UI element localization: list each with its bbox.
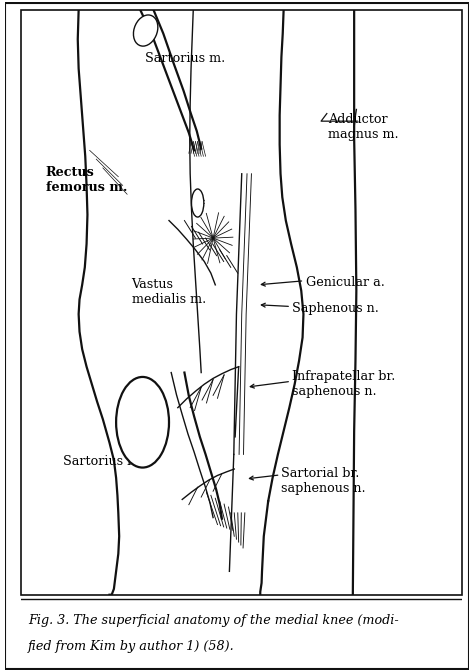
Text: Infrapatellar br.
saphenous n.: Infrapatellar br. saphenous n. [292,370,396,398]
Ellipse shape [116,377,169,468]
Text: Saphenous n.: Saphenous n. [292,302,379,314]
Text: Vastus
medialis m.: Vastus medialis m. [132,278,206,306]
Text: fied from Kim by author 1) (58).: fied from Kim by author 1) (58). [28,640,235,653]
Text: Genicular a.: Genicular a. [306,276,384,289]
Ellipse shape [134,15,158,46]
Text: Sartorius m.: Sartorius m. [145,52,225,65]
Text: Sartorius m.: Sartorius m. [63,455,144,468]
Ellipse shape [191,189,204,217]
Text: Rectus
femorus m.: Rectus femorus m. [46,165,127,194]
Text: Adductor
magnus m.: Adductor magnus m. [328,113,398,141]
Text: Fig. 3. The superficial anatomy of the medial knee (modi-: Fig. 3. The superficial anatomy of the m… [28,614,399,627]
Text: Sartorial br.
saphenous n.: Sartorial br. saphenous n. [282,467,366,495]
